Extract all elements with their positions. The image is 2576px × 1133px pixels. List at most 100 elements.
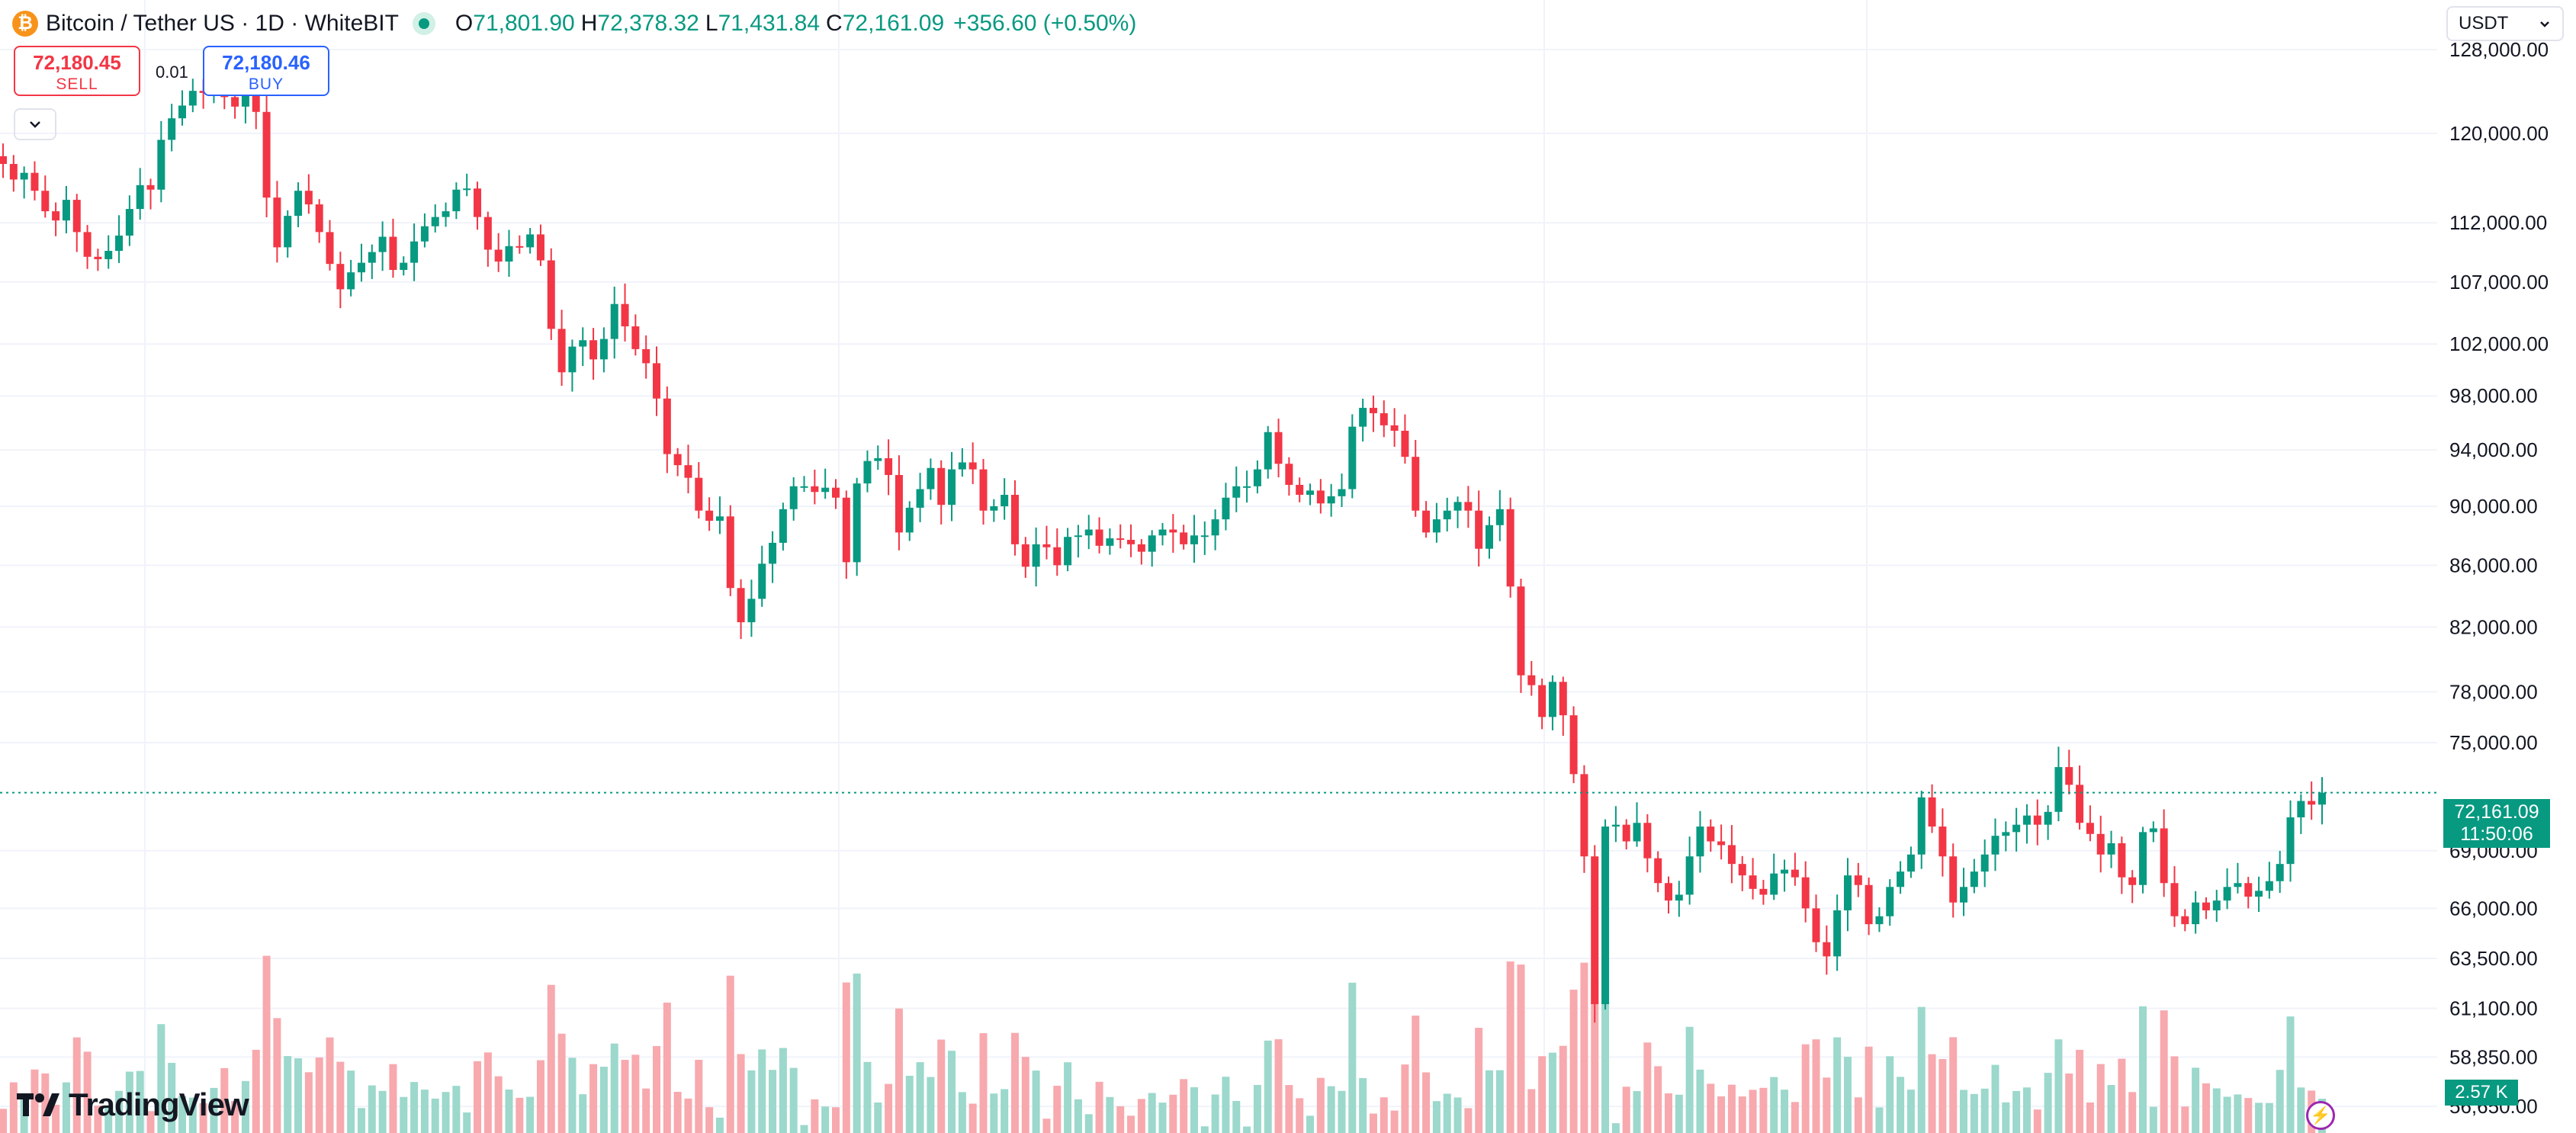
buy-button[interactable]: 72,180.46 BUY [203,46,329,96]
candle-body [2139,832,2147,884]
last-price-tag: 72,161.09 11:50:06 [2443,799,2550,848]
candle-body [1232,486,1240,498]
volume-bar [1696,1070,1704,1133]
candle-body [1538,685,1546,717]
volume-bar [2244,1098,2252,1133]
candle-body [1612,825,1620,826]
volume-bar [1401,1064,1408,1133]
currency-select[interactable]: USDT [2446,6,2564,41]
candle-body [2150,828,2157,832]
volume-bar [990,1093,997,1133]
candle-body [1886,887,1893,916]
candle-body [1559,682,1567,715]
candle-body [1380,413,1388,425]
volume-bar [1380,1097,1388,1133]
candle-body [1212,519,1219,535]
volume-bar [284,1056,291,1133]
price-tick-label: 112,000.00 [2449,211,2547,234]
candle-body [1296,485,1303,495]
volume-bar [1781,1090,1788,1133]
volume-bar [653,1046,660,1133]
volume-bar [1348,983,1356,1133]
collapse-legend-button[interactable] [14,108,56,140]
candle-body [1991,836,1999,855]
volume-bar [1770,1077,1778,1133]
volume-bar [2065,1074,2073,1133]
candle-body [1907,855,1915,871]
volume-bar [1243,1126,1251,1133]
volume-bar [1865,1047,1873,1133]
volume-bar [600,1067,608,1133]
tradingview-logo[interactable]: TradingView [17,1086,249,1124]
candle-body [463,188,471,190]
volume-bar [442,1092,450,1133]
candle-body [63,200,70,220]
candle-body [137,185,144,209]
volume-bar [2034,1109,2041,1133]
volume-bar [1507,961,1514,1133]
volume-bar [358,1108,365,1133]
volume-bar [421,1090,429,1133]
volume-bar [1686,1027,1694,1133]
volume-bar [1169,1095,1177,1133]
volume-bar [1844,1057,1852,1133]
candle-body [1739,864,1746,875]
symbol-title[interactable]: Bitcoin / Tether US · 1D · WhiteBIT [46,11,399,37]
sell-button[interactable]: 72,180.45 SELL [14,46,140,96]
volume-bar [2181,1106,2189,1133]
candle-body [84,232,92,256]
volume-bar [1159,1103,1167,1133]
volume-bar [821,1106,829,1133]
candle-body [927,468,934,489]
volume-bar [368,1086,376,1133]
candle-body [653,363,660,398]
candle-body [663,399,671,454]
volume-bar [874,1103,882,1133]
candle-body [2065,767,2073,785]
candle-body [1433,519,1441,532]
volume-bar [1328,1086,1335,1133]
candle-body [948,470,956,506]
volume-bar [1475,1028,1482,1133]
volume-bar [769,1070,776,1133]
candle-body [917,489,924,508]
candle-body [2012,825,2020,833]
price-axis[interactable]: 128,000.00120,000.00112,000.00107,000.00… [2449,38,2549,1118]
candle-body [1190,535,1198,544]
volume-bar [484,1052,492,1133]
candle-body [2266,881,2273,891]
symbol-legend: ₿ Bitcoin / Tether US · 1D · WhiteBIT O … [12,8,1136,40]
candle-body [273,197,281,247]
volume-bar [1991,1065,1999,1133]
volume-bar [1222,1077,1229,1133]
volume-bar [2118,1059,2125,1133]
volume-bar [1201,1126,1209,1133]
candle-body [1306,490,1314,495]
volume-bar [495,1077,503,1133]
volume-bar [1053,1086,1061,1133]
candle-body [2002,832,2009,836]
candlestick-chart[interactable]: 128,000.00120,000.00112,000.00107,000.00… [0,0,2576,1133]
candle-body [452,190,460,211]
candle-body [790,486,798,509]
candle-body [442,211,450,217]
candle-body [1011,495,1019,544]
volume-bar [2224,1096,2231,1133]
candle-body [1359,408,1367,427]
candle-body [126,209,133,236]
volume-bar [716,1118,724,1133]
candle-body [2054,767,2062,812]
candle-body [115,236,123,251]
price-chart[interactable]: 128,000.00120,000.00112,000.00107,000.00… [0,0,2576,1133]
candle-body [1717,842,1725,846]
volume-bar [2023,1087,2031,1133]
candle-body [1643,823,1651,858]
volume-bar [1180,1079,1187,1133]
candle-body [1665,883,1672,900]
volume-bar [326,1038,334,1133]
lightning-icon[interactable]: ⚡ [2306,1101,2335,1130]
candle-body [432,217,439,226]
volume-bar [1422,1072,1430,1133]
candle-body [2181,916,2189,924]
volume-bar [1359,1078,1367,1133]
